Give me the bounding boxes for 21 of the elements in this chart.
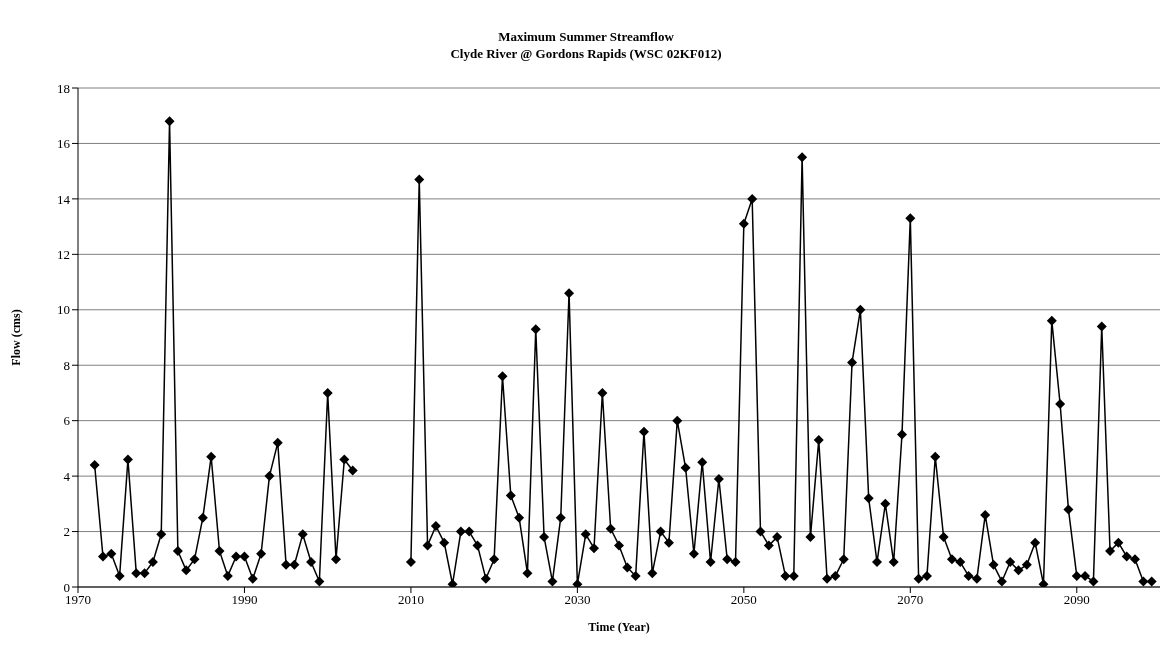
y-tick-label: 2 bbox=[63, 524, 70, 540]
x-tick-label: 2030 bbox=[564, 592, 591, 608]
x-tick-label: 2070 bbox=[897, 592, 924, 608]
y-tick-label: 8 bbox=[63, 357, 70, 373]
y-tick-label: 4 bbox=[63, 468, 71, 484]
x-tick-label: 1970 bbox=[65, 592, 91, 608]
chart-subtitle: Clyde River @ Gordons Rapids (WSC 02KF012) bbox=[449, 45, 723, 62]
x-tick-label: 2010 bbox=[397, 592, 424, 608]
chart-title: Maximum Summer Streamflow bbox=[497, 28, 675, 45]
y-tick-label: 14 bbox=[57, 191, 71, 207]
y-tick-label: 0 bbox=[63, 579, 70, 595]
y-tick-label: 16 bbox=[57, 136, 71, 152]
x-tick-label: 2050 bbox=[730, 592, 757, 608]
y-tick-label: 6 bbox=[63, 413, 71, 429]
y-tick-label: 18 bbox=[57, 80, 70, 96]
x-tick-label: 1990 bbox=[231, 592, 258, 608]
x-axis-title: Time (Year) bbox=[588, 620, 650, 634]
y-axis-title: Flow (cms) bbox=[9, 309, 24, 366]
y-tick-label: 10 bbox=[57, 302, 70, 318]
y-tick-label: 12 bbox=[57, 246, 70, 262]
x-tick-label: 2090 bbox=[1063, 592, 1090, 608]
